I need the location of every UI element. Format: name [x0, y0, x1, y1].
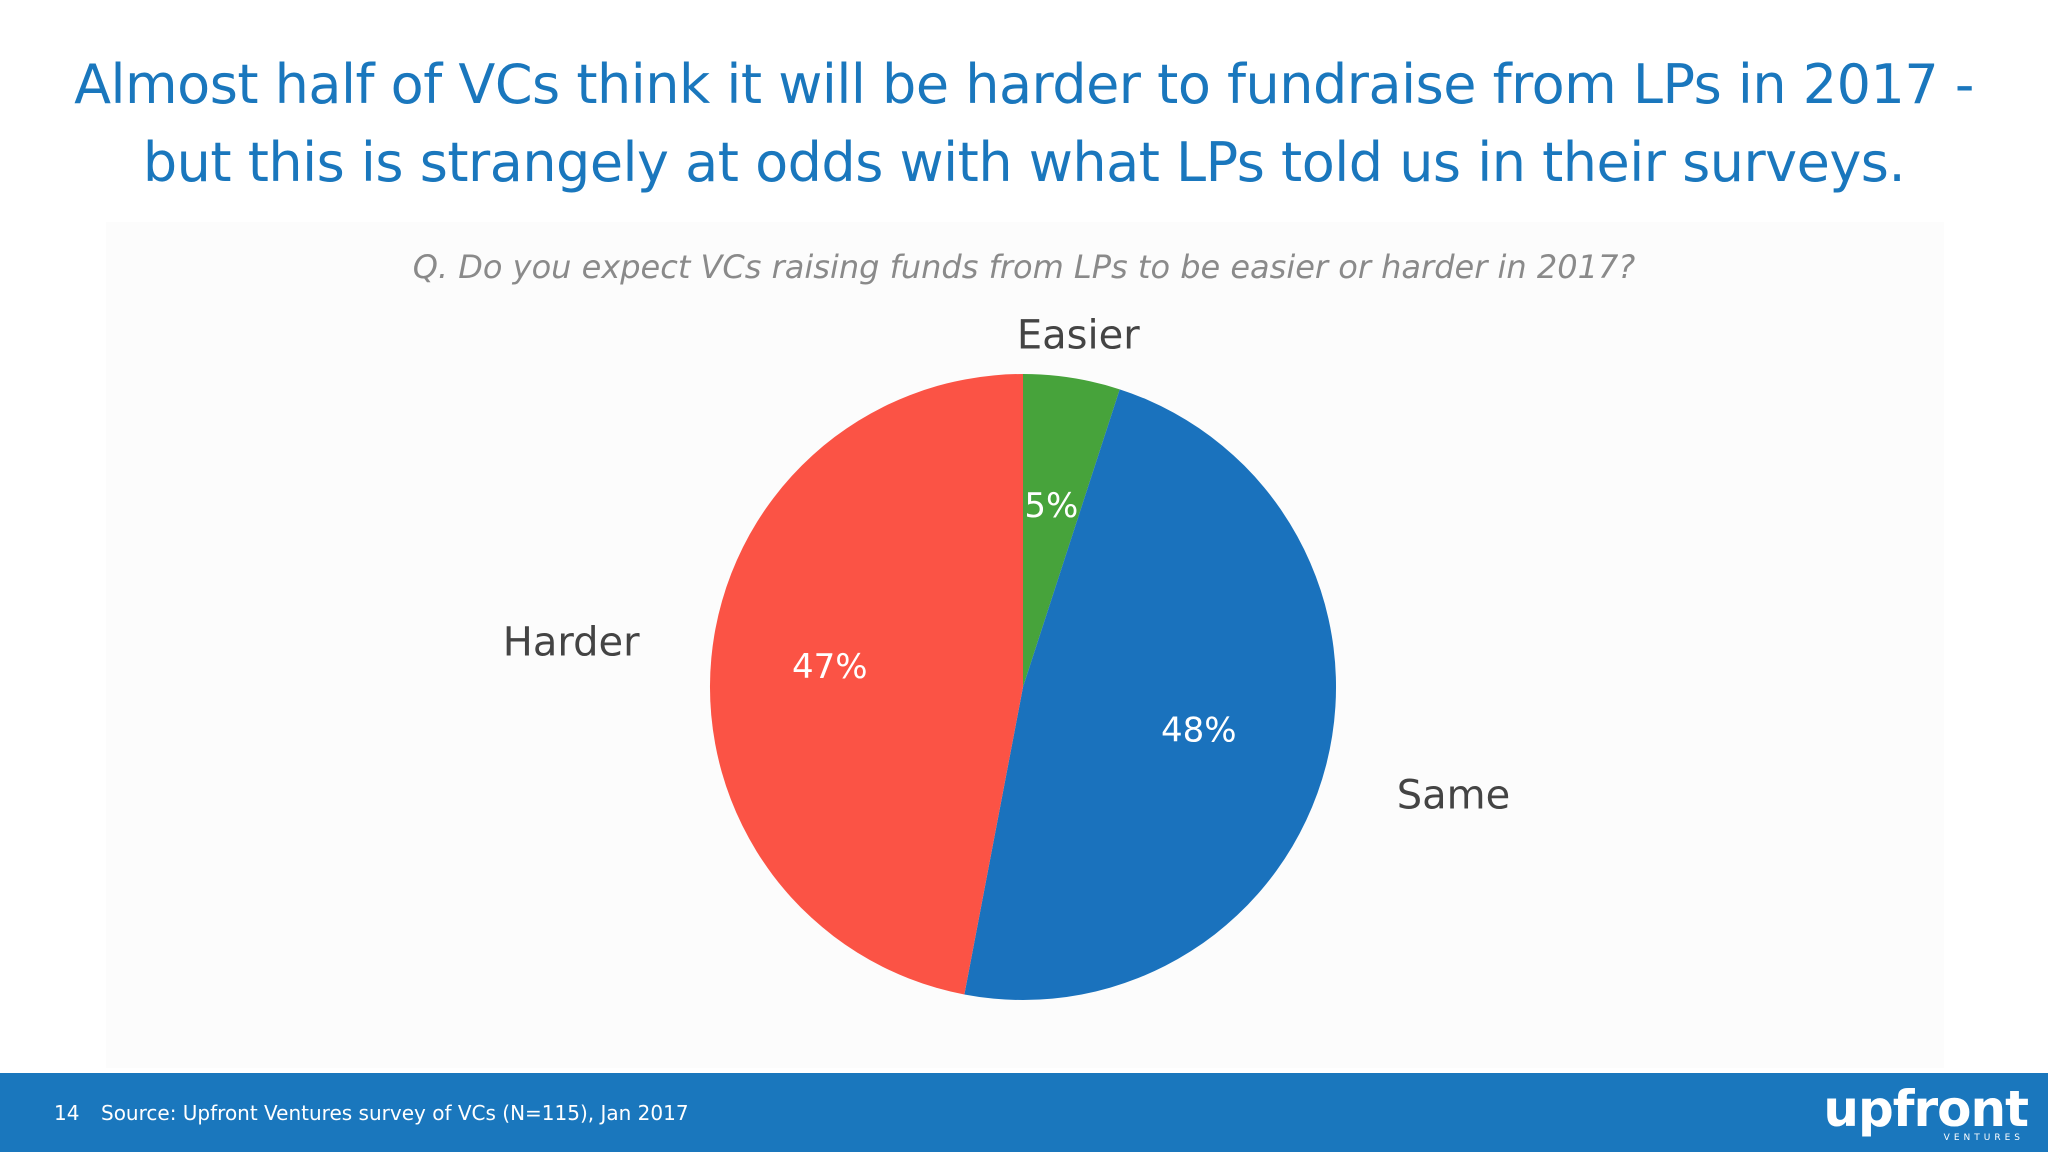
data-label-easier: 5% [1024, 486, 1078, 526]
pie-slice-harder [709, 374, 1023, 995]
category-label-harder: Harder [503, 619, 640, 665]
survey-question: Q. Do you expect VCs raising funds from … [412, 248, 1636, 286]
logo-wordmark: upfront [1823, 1080, 2029, 1138]
footer-bar: 14 Source: Upfront Ventures survey of VC… [0, 1073, 2048, 1152]
pie-chart: 5% Easier 48% Same 47% Harder [503, 313, 1510, 1001]
data-label-same: 48% [1161, 711, 1237, 751]
logo-subtext: VENTURES [1943, 1133, 2024, 1143]
page-number: 14 [54, 1101, 80, 1125]
category-label-same: Same [1397, 773, 1510, 819]
slide-title: Almost half of VCs think it will be hard… [74, 53, 1974, 194]
upfront-logo: upfront VENTURES [1823, 1083, 2029, 1147]
category-label-easier: Easier [1017, 313, 1140, 359]
data-label-harder: 47% [792, 647, 868, 687]
pie-slice-same [964, 389, 1337, 1001]
source-note: Source: Upfront Ventures survey of VCs (… [101, 1101, 689, 1125]
pie-slice-easier [1023, 374, 1120, 687]
